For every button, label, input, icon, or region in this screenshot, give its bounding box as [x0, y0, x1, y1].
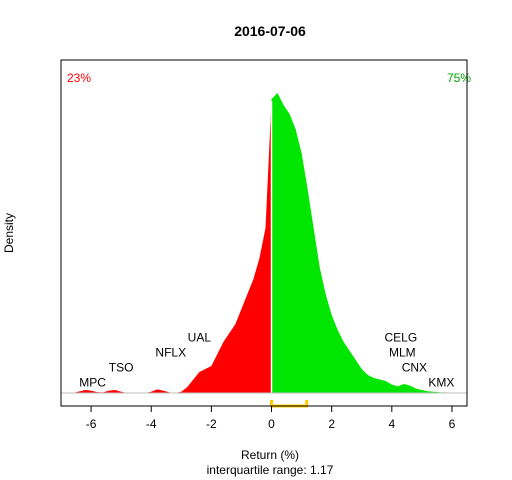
x-tick-label: -6 [86, 417, 97, 431]
x-axis: -6 -4 -2 0 2 4 6 [86, 406, 456, 431]
x-axis-label: Return (%) [241, 448, 299, 462]
negative-density-area [73, 99, 272, 393]
plot-frame [60, 59, 468, 407]
x-tick-label: 4 [388, 417, 395, 431]
annotation-celg: CELG [384, 331, 417, 345]
annotation-mpc: MPC [79, 376, 106, 390]
x-tick-label: 0 [268, 417, 275, 431]
x-tick-label: -4 [146, 417, 157, 431]
annotation-kmx: KMX [428, 376, 454, 390]
positive-share-label: 75% [447, 71, 471, 85]
negative-share-label: 23% [67, 71, 91, 85]
y-axis-label: Density [2, 213, 16, 253]
x-tick-label: -2 [206, 417, 217, 431]
annotation-ual: UAL [188, 331, 212, 345]
x-tick-label: 6 [449, 417, 456, 431]
annotation-tso: TSO [109, 361, 134, 375]
density-areas [73, 93, 458, 393]
x-tick-label: 2 [328, 417, 335, 431]
iqr-subtitle: interquartile range: 1.17 [207, 463, 334, 477]
annotation-nflx: NFLX [155, 346, 186, 360]
annotation-mlm: MLM [389, 346, 416, 360]
positive-density-area [271, 93, 458, 393]
annotation-cnx: CNX [402, 361, 427, 375]
chart-title: 2016-07-06 [234, 23, 306, 39]
